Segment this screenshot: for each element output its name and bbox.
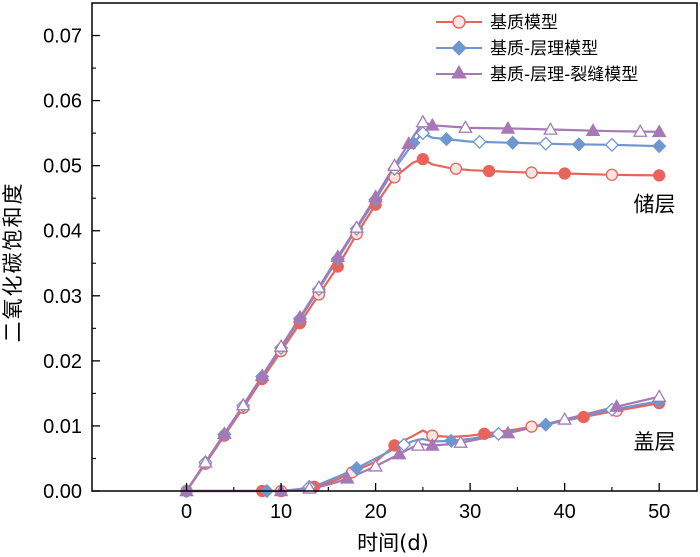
data-point-matrix-reservoir xyxy=(653,169,666,182)
data-point-matrix-reservoir xyxy=(558,167,571,180)
data-point-matrix-bedding-fracture-reservoir xyxy=(311,279,327,293)
annotation-caprock: 盖层 xyxy=(633,430,675,454)
series-line-matrix-bedding-fracture-caprock xyxy=(186,395,660,493)
data-point-matrix-reservoir xyxy=(416,153,430,166)
data-point-matrix-bedding-fracture-reservoir xyxy=(401,136,416,150)
x-tick-label: 40 xyxy=(554,501,576,523)
series-line-matrix-bedding-reservoir xyxy=(185,132,660,492)
data-point-matrix-bedding-fracture-caprock xyxy=(391,446,407,460)
data-point-matrix-reservoir xyxy=(525,166,538,179)
series-line-matrix-reservoir xyxy=(185,158,660,492)
data-point-matrix-bedding-fracture-reservoir xyxy=(458,120,473,133)
data-point-matrix-bedding-caprock xyxy=(349,461,364,476)
legend-label-matrix-bedding-fracture: 基质-层理-裂缝模型 xyxy=(490,65,638,85)
y-tick-label: 0.02 xyxy=(43,351,82,373)
x-tick-label: 10 xyxy=(270,501,292,523)
data-point-matrix-bedding-fracture-reservoir xyxy=(585,123,601,136)
x-tick-label: 0 xyxy=(181,501,192,523)
data-point-matrix-bedding-fracture-reservoir xyxy=(387,158,402,171)
data-point-matrix-bedding-fracture-caprock xyxy=(557,411,572,425)
data-point-matrix-bedding-fracture-reservoir xyxy=(254,368,270,382)
data-point-matrix-reservoir xyxy=(449,162,463,175)
legend-marker-matrix-bedding xyxy=(451,40,467,56)
data-point-matrix-caprock xyxy=(577,410,590,424)
data-point-matrix-bedding-fracture-reservoir xyxy=(500,120,516,134)
data-point-matrix-bedding-caprock xyxy=(444,433,459,449)
data-point-matrix-bedding-reservoir xyxy=(571,137,586,152)
data-point-matrix-bedding-fracture-caprock xyxy=(651,389,667,402)
data-point-matrix-bedding-reservoir xyxy=(439,132,454,147)
legend-label-matrix: 基质模型 xyxy=(490,13,558,33)
data-point-matrix-bedding-fracture-caprock xyxy=(500,425,516,439)
x-tick-label: 50 xyxy=(648,501,670,523)
axis-ticks xyxy=(92,34,660,492)
data-point-matrix-bedding-fracture-reservoir xyxy=(292,309,308,323)
x-axis-title: 时间(d) xyxy=(357,531,429,555)
data-point-matrix-bedding-fracture-reservoir xyxy=(330,249,346,263)
data-point-matrix-bedding-reservoir xyxy=(472,134,487,149)
plot-lines xyxy=(185,120,660,493)
legend: 基质模型 基质-层理模型 基质-层理-裂缝模型 xyxy=(436,13,638,85)
annotation-reservoir: 储层 xyxy=(633,193,675,217)
data-point-matrix-bedding-caprock xyxy=(396,437,412,452)
data-point-matrix-caprock xyxy=(478,427,491,440)
data-point-matrix-bedding-reservoir xyxy=(652,139,667,154)
y-tick-label: 0.04 xyxy=(43,221,82,243)
data-point-matrix-bedding-fracture-caprock xyxy=(368,458,383,472)
y-tick-label: 0.07 xyxy=(43,26,82,48)
x-tick-label: 20 xyxy=(364,501,386,523)
data-point-matrix-bedding-reservoir xyxy=(505,135,520,150)
data-point-matrix-bedding-reservoir xyxy=(538,136,553,151)
data-point-matrix-reservoir xyxy=(482,164,496,178)
data-point-matrix-bedding-fracture-reservoir xyxy=(651,124,667,138)
data-point-matrix-reservoir xyxy=(605,168,619,181)
y-tick-label: 0.06 xyxy=(43,91,82,113)
x-tick-label: 30 xyxy=(459,501,481,523)
legend-label-matrix-bedding: 基质-层理模型 xyxy=(490,39,598,59)
y-tick-labels: 0.00 0.01 0.02 0.03 0.04 0.05 0.06 0.07 xyxy=(43,26,82,503)
data-point-matrix-bedding-fracture-reservoir xyxy=(415,114,431,128)
plot-frame xyxy=(91,2,698,492)
data-point-matrix-bedding-fracture-caprock xyxy=(609,399,624,412)
data-point-matrix-bedding-fracture-caprock xyxy=(339,470,355,484)
data-point-matrix-bedding-fracture-reservoir xyxy=(349,219,365,233)
data-point-matrix-bedding-fracture-reservoir xyxy=(198,454,213,468)
legend-marker-matrix-bedding-fracture xyxy=(451,65,467,79)
series-line-matrix-bedding-fracture-reservoir xyxy=(185,120,660,492)
data-point-matrix-bedding-fracture-caprock xyxy=(424,437,440,451)
data-point-matrix-bedding-fracture-reservoir xyxy=(235,397,251,411)
data-point-matrix-bedding-fracture-caprock xyxy=(453,435,468,448)
y-tick-label: 0.01 xyxy=(43,416,82,438)
data-point-matrix-bedding-fracture-reservoir xyxy=(273,339,289,352)
data-point-matrix-bedding-fracture-reservoir xyxy=(368,189,383,203)
y-axis-title: 二氧化碳饱和度 xyxy=(1,182,25,343)
legend-item: 基质-层理-裂缝模型 xyxy=(436,65,638,85)
x-tick-labels: 0 10 20 30 40 50 xyxy=(181,501,670,523)
data-point-matrix-bedding-reservoir xyxy=(604,137,620,152)
data-point-matrix-bedding-caprock xyxy=(538,417,553,432)
data-point-matrix-bedding-fracture-reservoir xyxy=(543,121,558,135)
y-tick-label: 0.03 xyxy=(43,286,82,308)
legend-marker-matrix xyxy=(452,15,466,29)
data-point-matrix-bedding-fracture-reservoir xyxy=(632,124,648,137)
data-point-matrix-bedding-fracture-reservoir xyxy=(217,426,232,440)
data-point-matrix-bedding-fracture-caprock xyxy=(410,437,426,451)
data-point-matrix-bedding-reservoir xyxy=(415,126,430,141)
data-point-matrix-bedding-fracture-reservoir xyxy=(424,117,440,131)
legend-item: 基质模型 xyxy=(436,13,558,33)
y-tick-label: 0.00 xyxy=(43,481,82,503)
legend-item: 基质-层理模型 xyxy=(436,39,598,59)
data-point-matrix-caprock xyxy=(525,420,538,433)
y-tick-label: 0.05 xyxy=(43,156,82,178)
